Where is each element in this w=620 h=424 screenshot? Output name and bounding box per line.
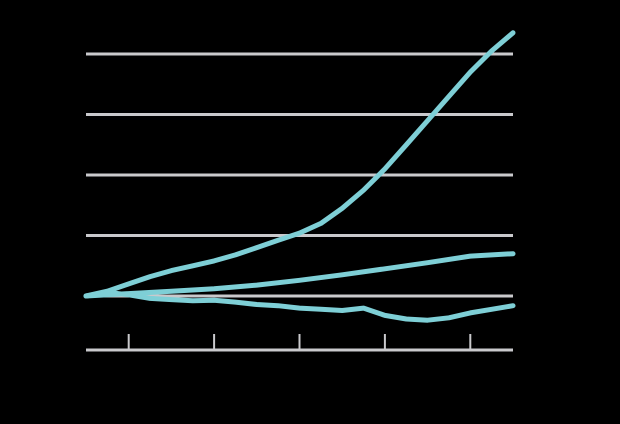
series-line-2	[83, 289, 516, 323]
series-line-0	[83, 30, 516, 299]
gridlines	[86, 52, 513, 298]
x-axis	[86, 334, 513, 352]
series-line-1	[83, 251, 516, 299]
series-lines	[83, 30, 516, 323]
